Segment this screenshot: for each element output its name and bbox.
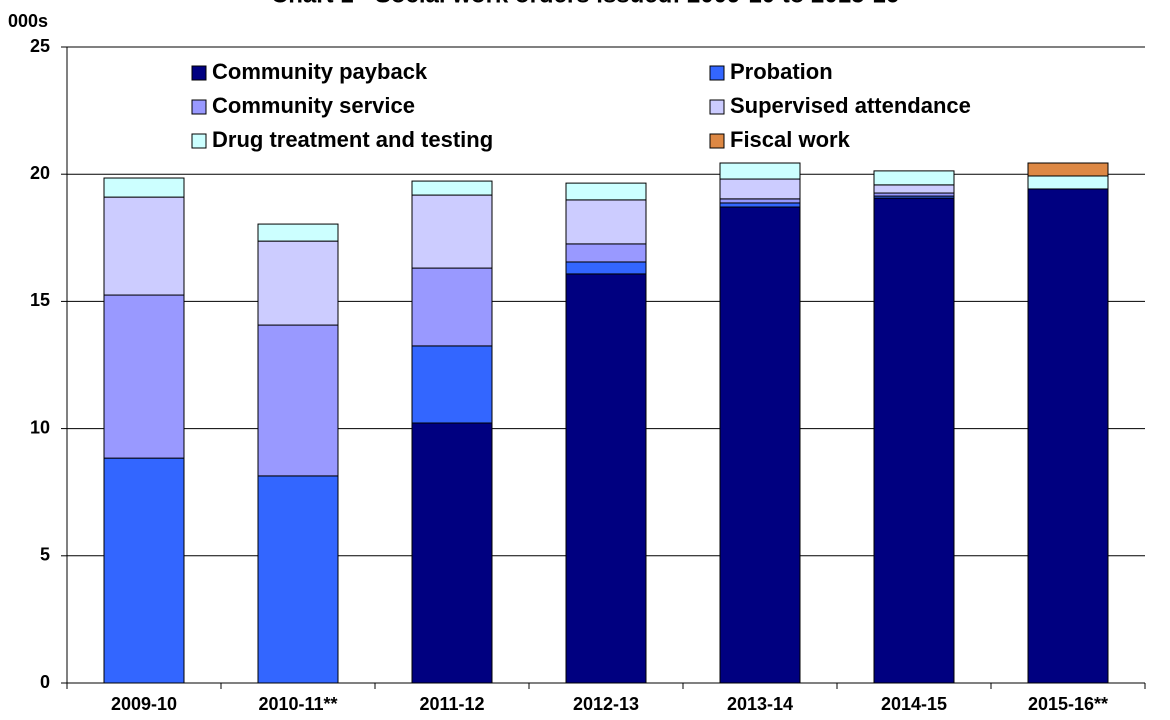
bar-segment [1027,188,1109,684]
legend-label: Community payback [212,59,428,84]
bar-segment [565,243,647,263]
x-tick-label: 2015-16** [1028,694,1108,714]
x-tick-label: 2011-12 [419,694,484,714]
bar-segment [1027,175,1109,190]
bar-segment [257,475,339,684]
bar-segment [873,170,955,186]
bar-segment [719,198,801,204]
y-tick-label: 20 [30,163,50,183]
bar-segment [565,182,647,201]
bar-segment [565,273,647,684]
bar-segment [103,457,185,684]
bar-segment [257,324,339,477]
y-axis-label: 000s [8,11,48,31]
legend-label: Drug treatment and testing [212,127,493,152]
x-tick-label: 2014-15 [881,694,947,714]
legend-swatch [191,99,207,115]
bar-segment [411,180,493,196]
x-tick-label: 2010-11** [258,694,337,714]
legend-swatch [709,65,725,81]
bar-segment [257,240,339,326]
y-tick-label: 10 [30,417,50,437]
legend-swatch [191,65,207,81]
bar-segment [257,223,339,242]
bar-segment [1027,162,1109,177]
bar-segment [411,422,493,684]
y-tick-label: 0 [40,672,50,692]
bar-segment [103,177,185,198]
y-tick-label: 25 [30,36,50,56]
bar-segment [411,194,493,269]
bar-segment [719,206,801,684]
legend-swatch [709,99,725,115]
legend-label: Probation [730,59,833,84]
legend-label: Fiscal work [730,127,851,152]
y-tick-label: 5 [40,545,50,565]
x-tick-label: 2012-13 [573,694,639,714]
legend-label: Community service [212,93,415,118]
y-tick-label: 15 [30,290,50,310]
legend-swatch [191,133,207,149]
bar-segment [873,184,955,194]
bar-segment [719,162,801,180]
x-tick-label: 2009-10 [111,694,177,714]
bar-segment [411,267,493,347]
legend-swatch [709,133,725,149]
bar-segment [103,196,185,296]
bar-segment [873,197,955,684]
legend-label: Supervised attendance [730,93,971,118]
chart-title: Chart 1 - Social work orders issued: 200… [271,0,899,8]
x-tick-label: 2013-14 [727,694,793,714]
bar-segment [719,202,801,208]
bar-segment [565,199,647,245]
bar-segment [565,261,647,275]
bar-segment [719,178,801,200]
bar-segment [103,294,185,459]
bar-segment [411,345,493,424]
